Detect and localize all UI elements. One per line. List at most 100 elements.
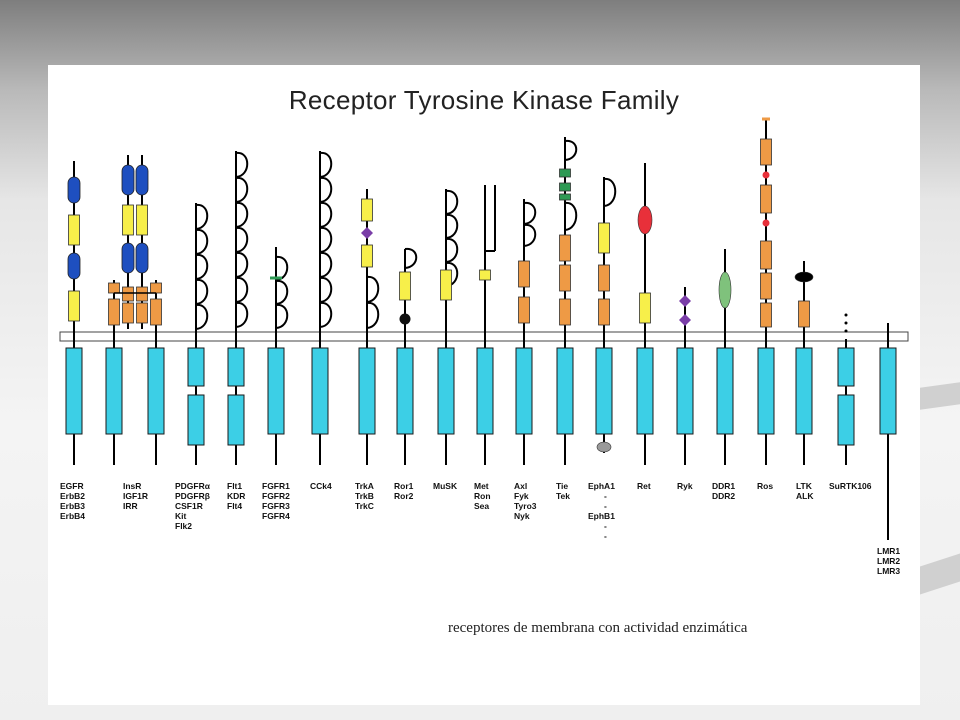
kinase-domain	[267, 347, 285, 435]
kinase-domain	[227, 347, 245, 387]
fn3-domain	[760, 184, 772, 214]
dot-motif-icon	[844, 321, 848, 325]
kinase-domain	[105, 347, 123, 435]
labels-met: Met Ron Sea	[474, 481, 491, 511]
labels-insr: InsR IGF1R IRR	[123, 481, 149, 511]
kinase-domain	[187, 347, 205, 387]
dot-motif-icon	[399, 313, 411, 325]
cys-rich-domain	[598, 222, 610, 254]
egfr-ligand-domain	[67, 176, 81, 204]
egf-like-domain	[559, 193, 571, 201]
cys-rich-domain	[440, 269, 452, 301]
oval-motif-icon	[596, 441, 612, 453]
kinase-domain	[476, 347, 494, 435]
labels-egfr: EGFR ErbB2 ErbB3 ErbB4	[60, 481, 86, 521]
cys-rich-domain	[639, 292, 651, 324]
fn3-domain	[760, 302, 772, 328]
oval-motif-icon	[794, 271, 814, 283]
egfr-ligand-domain	[67, 252, 81, 280]
insr-ligand-domain	[121, 242, 135, 274]
oval-motif-icon	[637, 205, 653, 235]
kinase-domain	[311, 347, 329, 435]
cys-rich-domain	[122, 204, 134, 236]
labels-musk: MuSK	[433, 481, 458, 491]
ig-loop-icon	[319, 151, 333, 328]
lrr-domain	[361, 244, 373, 268]
labels-lmr: LMR1 LMR2 LMR3	[877, 546, 901, 576]
labels-pdgfr: PDGFRα PDGFRβ CSF1R Kit Flk2	[175, 481, 210, 531]
cys-rich-domain	[68, 214, 80, 246]
fn3-domain	[122, 286, 134, 302]
fn3-domain	[598, 264, 610, 292]
labels-ros: Ros	[757, 481, 774, 491]
decorative-swoosh	[920, 553, 960, 595]
kinase-domain	[65, 347, 83, 435]
fn3-domain	[136, 286, 148, 302]
diamond-motif-icon	[679, 314, 691, 326]
kinase-domain	[636, 347, 654, 435]
ig-loop-icon	[275, 255, 289, 329]
ig-loop-icon	[564, 202, 578, 231]
fn3-domain	[122, 302, 134, 324]
dot-motif-icon	[762, 171, 770, 179]
fn3-domain	[559, 298, 571, 326]
rtk-diagram	[59, 117, 909, 540]
decorative-swoosh	[920, 382, 960, 410]
dot-motif-icon	[844, 329, 848, 333]
fn3-domain	[136, 302, 148, 324]
labels-fgfr: FGFR1 FGFR2 FGFR3 FGFR4	[262, 481, 290, 521]
kinase-domain	[795, 347, 813, 435]
ig-loop-icon	[523, 201, 537, 247]
kinase-domain	[358, 347, 376, 435]
labels-cck4: CCk4	[310, 481, 332, 491]
ig-loop-icon	[404, 247, 418, 269]
fn3-domain	[559, 234, 571, 262]
kinase-domain	[556, 347, 574, 435]
fn3-domain	[150, 298, 162, 326]
fn3-domain	[108, 282, 120, 294]
psi-domain	[479, 269, 491, 281]
fn3-domain	[150, 282, 162, 294]
kinase-domain	[595, 347, 613, 435]
ig-loop-icon	[195, 203, 209, 330]
kinase-domain	[437, 347, 455, 435]
kinase-domain	[147, 347, 165, 435]
ig-loop-icon	[366, 275, 380, 329]
kinase-domain	[879, 347, 897, 435]
lrr-domain	[361, 198, 373, 222]
labels-ror: Ror1 Ror2	[394, 481, 414, 501]
kinase-domain	[837, 347, 855, 387]
kinase-domain	[716, 347, 734, 435]
fn3-domain	[760, 138, 772, 166]
labels-surtk: SuRTK106	[829, 481, 872, 491]
ig-loop-icon	[564, 139, 578, 161]
fn3-domain	[760, 272, 772, 300]
diamond-motif-icon	[361, 227, 373, 239]
oval-motif-icon	[718, 271, 732, 309]
kinase-domain	[676, 347, 694, 435]
labels-ddr: DDR1 DDR2	[712, 481, 736, 501]
labels-ryk: Ryk	[677, 481, 693, 491]
kinase-domain	[187, 394, 205, 446]
labels-trk: TrkA TrkB TrkC	[355, 481, 374, 511]
fn3-domain	[760, 240, 772, 270]
ig-loop-icon	[235, 151, 249, 328]
dot-motif-icon	[762, 219, 770, 227]
fn3-domain	[518, 296, 530, 324]
slide-panel: Receptor Tyrosine Kinase Family EGFR ErbB…	[48, 65, 920, 705]
page-title: Receptor Tyrosine Kinase Family	[288, 85, 680, 115]
insr-ligand-domain	[121, 164, 135, 196]
labels-tie: Tie Tek	[556, 481, 571, 501]
diamond-motif-icon	[679, 295, 691, 307]
kinase-domain	[227, 394, 245, 446]
cys-rich-domain	[136, 204, 148, 236]
kinase-domain	[757, 347, 775, 435]
fn3-domain	[559, 264, 571, 292]
insr-ligand-domain	[135, 242, 149, 274]
kinase-domain	[837, 394, 855, 446]
kinase-domain	[515, 347, 533, 435]
egf-like-domain	[559, 168, 571, 178]
insr-ligand-domain	[135, 164, 149, 196]
cys-rich-domain	[399, 271, 411, 301]
labels-flt: Flt1 KDR Flt4	[227, 481, 246, 511]
